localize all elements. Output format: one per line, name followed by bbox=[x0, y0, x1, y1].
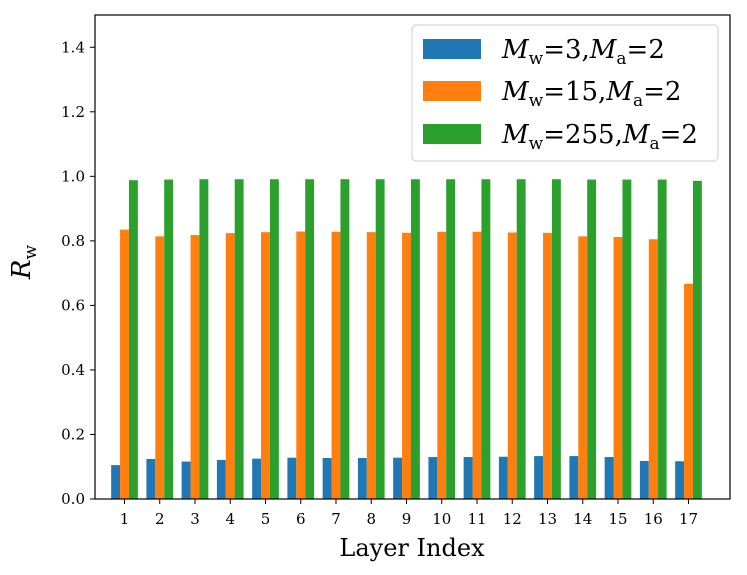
x-tick-label: 17 bbox=[679, 510, 698, 528]
bar-series1-layer4 bbox=[216, 459, 226, 499]
bar-series1-layer2 bbox=[146, 458, 156, 499]
bar-series3-layer17 bbox=[692, 180, 702, 499]
bar-series1-layer10 bbox=[428, 457, 438, 499]
bar-series3-layer1 bbox=[128, 180, 138, 499]
y-axis-label: Rw bbox=[7, 244, 41, 280]
bar-series2-layer3 bbox=[190, 235, 200, 499]
y-tick-label: 0.6 bbox=[61, 296, 85, 314]
x-tick-label: 4 bbox=[225, 510, 235, 528]
legend-label-series3: Mw=255,Ma=2 bbox=[501, 120, 698, 154]
bar-series1-layer6 bbox=[287, 457, 297, 499]
bar-series2-layer12 bbox=[507, 232, 517, 500]
y-tick-label: 0.8 bbox=[61, 232, 85, 250]
bar-series1-layer13 bbox=[534, 456, 544, 499]
x-axis-ticks: 1 2 3 4 5 6 7 8 9 10 11 12 13 14 15 16 17 bbox=[120, 499, 698, 528]
y-tick-label: 0.0 bbox=[61, 490, 85, 508]
legend-swatch-series3 bbox=[423, 124, 481, 144]
bar-series2-layer4 bbox=[225, 233, 235, 499]
bar-series1-layer3 bbox=[181, 461, 191, 499]
x-tick-label: 7 bbox=[331, 510, 341, 528]
legend-box bbox=[411, 24, 719, 162]
y-axis-label-main: R bbox=[7, 259, 37, 280]
bar-series1-layer7 bbox=[322, 458, 332, 499]
bar-series3-layer4 bbox=[234, 179, 244, 500]
bar-series2-layer6 bbox=[296, 231, 306, 499]
bar-series2-layer10 bbox=[437, 231, 447, 499]
bar-series3-layer6 bbox=[305, 179, 315, 500]
x-tick-label: 13 bbox=[538, 510, 557, 528]
bar-series3-layer10 bbox=[446, 179, 456, 500]
x-tick-label: 3 bbox=[190, 510, 200, 528]
y-axis-label-sub: w bbox=[21, 244, 41, 259]
x-tick-label: 10 bbox=[432, 510, 451, 528]
bar-series1-layer15 bbox=[604, 457, 614, 499]
bar-series2-layer9 bbox=[402, 232, 411, 500]
bar-series3-layer14 bbox=[587, 179, 597, 499]
x-tick-label: 16 bbox=[644, 510, 663, 528]
legend-label-series2: Mw=15,Ma=2 bbox=[501, 77, 681, 111]
bar-series3-layer13 bbox=[551, 179, 561, 500]
x-tick-label: 15 bbox=[608, 510, 627, 528]
y-tick-label: 0.4 bbox=[61, 361, 85, 379]
bar-series1-layer9 bbox=[393, 457, 403, 499]
bar-series2-layer13 bbox=[543, 232, 552, 500]
bar-series3-layer9 bbox=[410, 179, 420, 500]
bar-series2-layer2 bbox=[155, 236, 165, 499]
bar-series3-layer7 bbox=[340, 179, 350, 500]
bar-series3-layer2 bbox=[164, 179, 174, 499]
bar-series2-layer5 bbox=[261, 232, 270, 499]
bar-series1-layer1 bbox=[111, 465, 121, 499]
bar-series2-layer8 bbox=[366, 232, 376, 499]
y-tick-label: 0.2 bbox=[61, 425, 85, 443]
x-tick-label: 6 bbox=[296, 510, 306, 528]
x-tick-label: 9 bbox=[402, 510, 412, 528]
bar-series1-layer16 bbox=[639, 460, 649, 499]
plot-frame bbox=[94, 14, 731, 500]
bar-series2-layer7 bbox=[331, 231, 341, 499]
bar-series3-layer12 bbox=[516, 179, 526, 500]
x-tick-label: 12 bbox=[503, 510, 522, 528]
x-tick-label: 1 bbox=[120, 510, 130, 528]
y-tick-label: 1.0 bbox=[61, 167, 85, 185]
y-axis-ticks: 0.0 0.2 0.4 0.6 0.8 1.0 1.2 1.4 bbox=[61, 38, 95, 508]
y-tick-label: 1.4 bbox=[61, 38, 85, 56]
bar-series2-layer11 bbox=[472, 231, 482, 499]
bar-series2-layer15 bbox=[613, 236, 623, 500]
x-tick-label: 11 bbox=[467, 510, 486, 528]
bar-series3-layer3 bbox=[199, 179, 209, 500]
bar-series1-layer5 bbox=[252, 458, 262, 499]
bar-series1-layer11 bbox=[463, 457, 473, 499]
bar-series1-layer14 bbox=[569, 456, 579, 499]
bar-series2-layer14 bbox=[578, 236, 588, 499]
x-tick-label: 14 bbox=[573, 510, 592, 528]
legend-label-series1: Mw=3,Ma=2 bbox=[501, 35, 665, 69]
bar-series3-layer5 bbox=[269, 179, 279, 500]
legend-swatch-series2 bbox=[423, 81, 481, 101]
bar-series3-layer8 bbox=[375, 179, 385, 500]
x-tick-label: 8 bbox=[366, 510, 376, 528]
legend-swatch-series1 bbox=[423, 39, 481, 59]
bar-series2-layer1 bbox=[120, 229, 129, 499]
bar-series1-layer8 bbox=[357, 458, 367, 499]
bar-series3-layer11 bbox=[481, 179, 491, 500]
y-tick-label: 1.2 bbox=[61, 103, 85, 121]
x-tick-label: 2 bbox=[155, 510, 165, 528]
bars-layer bbox=[111, 179, 702, 500]
legend: Mw=3,Ma=2 Mw=15,Ma=2 Mw=255,Ma=2 bbox=[411, 24, 719, 162]
bar-series3-layer16 bbox=[657, 179, 667, 499]
bar-series1-layer12 bbox=[498, 456, 508, 499]
bar-series2-layer17 bbox=[684, 283, 693, 499]
bar-series3-layer15 bbox=[622, 179, 632, 499]
x-axis-label: Layer Index bbox=[339, 534, 485, 562]
bar-series2-layer16 bbox=[648, 239, 658, 499]
bar-series1-layer17 bbox=[675, 461, 685, 499]
x-tick-label: 5 bbox=[261, 510, 271, 528]
